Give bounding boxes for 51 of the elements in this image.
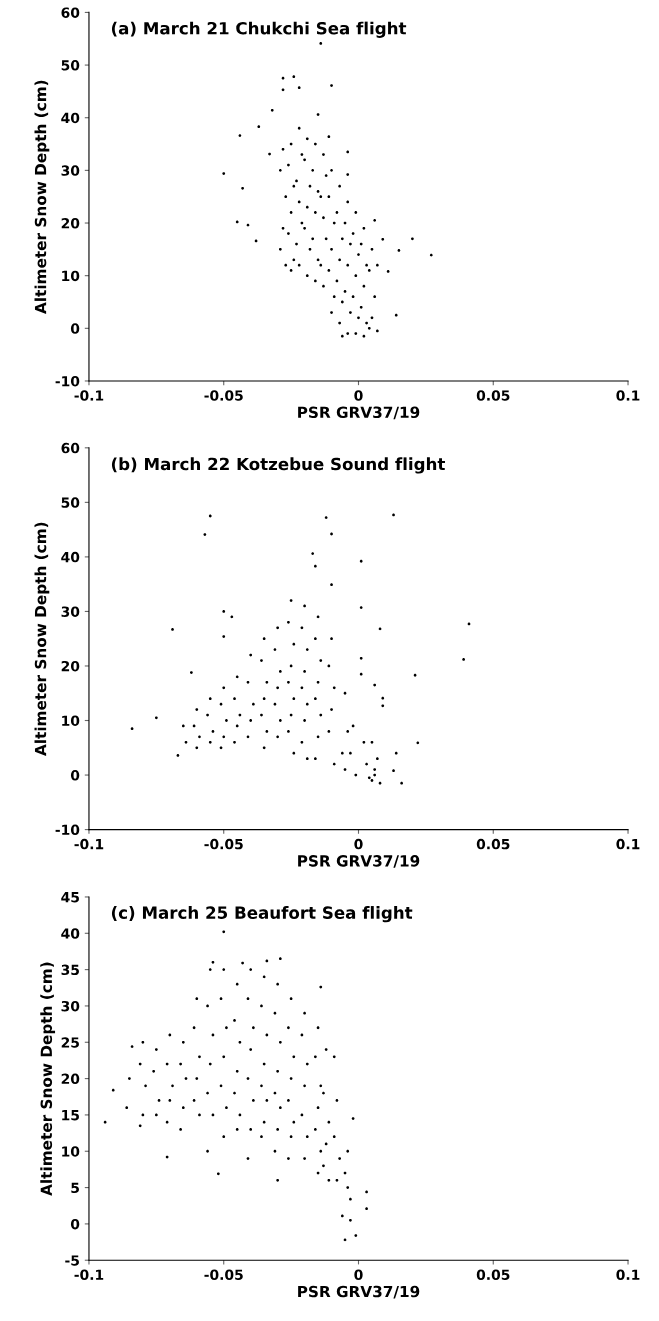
y-tick-label: 60 [61, 442, 80, 454]
y-tick-label: -10 [55, 375, 80, 387]
text: (c) March 25 Beaufort Sea flight [111, 906, 413, 923]
y-tick-label: 10 [62, 270, 80, 282]
x-tick-label: -0.05 [204, 838, 243, 850]
y-tick-label: 20 [61, 1073, 80, 1085]
y-tick-label: 30 [61, 165, 80, 176]
x-tick-label: -0.1 [74, 838, 104, 850]
y-tick-label: 50 [61, 497, 80, 508]
x-axis-title: PSR GRV37/19 [298, 1285, 420, 1299]
x-tick-label: 0.1 [616, 390, 640, 401]
x-tick-label: 0 [354, 838, 363, 850]
y-axis-title: Altimeter Snow Depth (cm) [34, 522, 50, 756]
y-tick-label: -10 [55, 824, 80, 836]
x-tick-label: 0.05 [476, 390, 510, 401]
y-tick-label: 30 [61, 606, 80, 617]
x-tick-label: 0.05 [476, 1269, 510, 1281]
text: (b) March 22 Kotzebue Sound flight [111, 457, 446, 474]
x-axis-title: PSR GRV37/19 [298, 855, 420, 868]
y-tick-label: 60 [61, 7, 80, 18]
x-tick-label: -0.1 [74, 390, 104, 401]
y-tick-label: 20 [61, 217, 80, 229]
y-tick-label: 10 [62, 1146, 80, 1157]
y-tick-label: 10 [62, 715, 80, 726]
y-axis-title: Altimeter Snow Depth (cm) [34, 80, 50, 314]
x-tick-label: 0.1 [616, 1269, 640, 1281]
y-tick-label: -5 [65, 1255, 79, 1266]
x-axis-title: PSR GRV37/19 [298, 406, 420, 420]
y-tick-label: 35 [61, 964, 79, 976]
x-tick-label: -0.05 [204, 1269, 243, 1281]
y-tick-label: 50 [61, 60, 80, 71]
y-tick-label: 20 [61, 660, 80, 672]
x-tick-label: 0 [354, 390, 363, 401]
x-tick-label: 0.1 [616, 838, 640, 850]
y-tick-label: 40 [61, 112, 80, 124]
x-tick-label: -0.1 [74, 1269, 104, 1281]
y-axis-title: Altimeter Snow Depth (cm) [40, 962, 56, 1196]
x-tick-label: 0 [354, 1269, 363, 1281]
y-tick-label: 5 [71, 1182, 79, 1194]
y-tick-label: 40 [61, 928, 80, 939]
x-tick-label: -0.05 [204, 390, 243, 401]
text: (a) March 21 Chukchi Sea flight [111, 21, 407, 38]
y-tick-label: 0 [70, 1218, 80, 1230]
y-tick-label: 0 [70, 323, 80, 334]
y-tick-label: 45 [61, 892, 79, 903]
y-tick-label: 40 [61, 551, 80, 563]
y-tick-label: 15 [62, 1110, 79, 1121]
x-tick-label: 0.05 [476, 838, 510, 850]
y-tick-label: 30 [61, 1000, 80, 1012]
y-tick-label: 25 [61, 1037, 79, 1048]
y-tick-label: 0 [70, 770, 80, 781]
